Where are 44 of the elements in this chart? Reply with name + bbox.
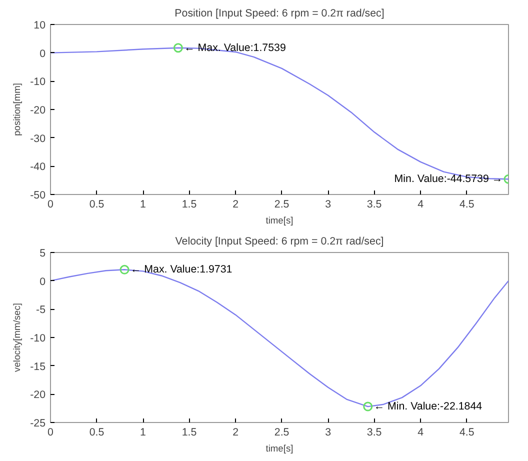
y-tick-label: -5: [36, 304, 46, 316]
x-axis-title: time[s]: [266, 216, 294, 226]
y-tick-label: 10: [34, 20, 46, 32]
annotation: ← Max. Value:1.9731: [130, 264, 232, 276]
x-tick-label: 3: [325, 426, 332, 438]
x-tick-label: 3: [325, 198, 332, 210]
x-tick-label: 2.5: [274, 426, 290, 438]
y-tick-label: -10: [30, 332, 46, 344]
x-tick-label: 1: [140, 198, 146, 210]
x-tick-label: 4: [418, 198, 424, 210]
x-tick-label: 2: [232, 198, 239, 210]
x-axis-title: time[s]: [266, 444, 294, 454]
x-tick-label: 0.5: [89, 198, 104, 210]
y-tick-label: -20: [30, 104, 46, 116]
y-axis-title: position[mm]: [12, 83, 22, 136]
y-tick-label: -25: [30, 418, 46, 430]
x-tick-label: 4.5: [459, 426, 474, 438]
annotation: ← Max. Value:1.7539: [184, 42, 286, 54]
x-tick-label: 3.5: [366, 426, 382, 438]
annotation: Min. Value:-44.5739 →: [394, 173, 502, 186]
x-tick-label: 4: [418, 426, 424, 438]
annotation: ← Min. Value:-22.1844: [374, 400, 482, 413]
x-tick-label: 4.5: [459, 198, 474, 210]
x-tick-label: 1.5: [182, 198, 197, 210]
y-tick-label: -15: [30, 360, 46, 373]
y-tick-label: -30: [30, 132, 46, 145]
x-tick-label: 0.5: [89, 426, 104, 438]
y-tick-label: 5: [40, 248, 46, 260]
y-tick-label: -40: [30, 161, 46, 174]
x-tick-label: 2: [232, 426, 239, 438]
y-tick-label: 0: [40, 276, 46, 288]
chart-title: Velocity [Input Speed: 6 rpm = 0.2π rad/sec]: [175, 236, 384, 248]
y-tick-label: 0: [40, 48, 46, 60]
x-tick-label: 3.5: [366, 198, 382, 210]
y-tick-label: -50: [30, 190, 46, 202]
x-tick-label: 1: [140, 426, 146, 438]
x-tick-label: 2.5: [274, 198, 290, 210]
x-tick-label: 0: [48, 198, 54, 210]
y-tick-label: -20: [30, 389, 46, 402]
x-tick-label: 1.5: [182, 426, 197, 438]
x-tick-label: 0: [48, 426, 54, 438]
y-axis-title: velocity[mm/sec]: [12, 303, 22, 372]
y-tick-label: -10: [30, 76, 46, 88]
chart-title: Position [Input Speed: 6 rpm = 0.2π rad/sec]: [174, 8, 384, 20]
